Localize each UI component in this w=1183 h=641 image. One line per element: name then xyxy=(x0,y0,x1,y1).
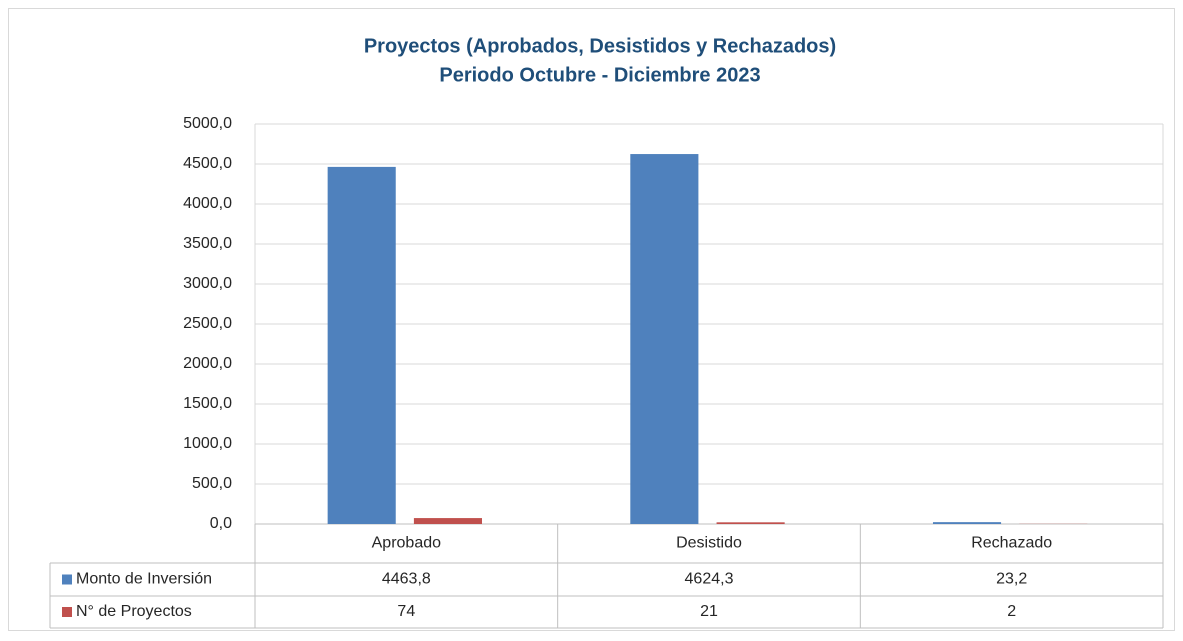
bar xyxy=(717,522,785,524)
bar xyxy=(630,154,698,524)
legend-key xyxy=(62,607,72,617)
y-tick-label: 2000,0 xyxy=(183,355,232,372)
y-tick-label: 5000,0 xyxy=(183,115,232,132)
x-tick-label: Aprobado xyxy=(372,535,441,552)
y-tick-label: 1000,0 xyxy=(183,435,232,452)
table-cell: 23,2 xyxy=(996,571,1027,588)
x-tick-label: Desistido xyxy=(676,535,742,552)
legend-key xyxy=(62,575,72,585)
y-tick-label: 4000,0 xyxy=(183,195,232,212)
chart-subtitle: Periodo Octubre - Diciembre 2023 xyxy=(439,64,760,86)
y-tick-label: 2500,0 xyxy=(183,315,232,332)
bar xyxy=(414,518,482,524)
bar xyxy=(933,522,1001,524)
table-cell: 4624,3 xyxy=(685,571,734,588)
y-tick-label: 3000,0 xyxy=(183,275,232,292)
y-tick-label: 1500,0 xyxy=(183,395,232,412)
legend-label: Monto de Inversión xyxy=(76,571,212,588)
y-tick-label: 3500,0 xyxy=(183,235,232,252)
chart-title: Proyectos (Aprobados, Desistidos y Recha… xyxy=(364,35,836,57)
y-tick-label: 4500,0 xyxy=(183,155,232,172)
table-cell: 2 xyxy=(1007,603,1016,620)
table-cell: 4463,8 xyxy=(382,571,431,588)
bar xyxy=(328,167,396,524)
y-tick-label: 500,0 xyxy=(192,475,232,492)
y-tick-label: 0,0 xyxy=(210,515,232,532)
legend-label: N° de Proyectos xyxy=(76,603,192,620)
table-cell: 21 xyxy=(700,603,718,620)
x-tick-label: Rechazado xyxy=(971,535,1052,552)
table-cell: 74 xyxy=(397,603,415,620)
